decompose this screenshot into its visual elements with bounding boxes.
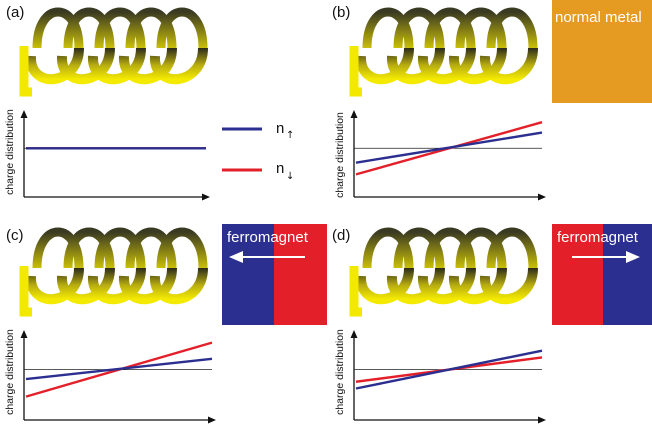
y-axis-arrowhead xyxy=(20,330,28,338)
coil-loop-back xyxy=(362,7,414,49)
y-axis-label: charge distribution xyxy=(4,109,16,195)
y-axis-label: charge distribution xyxy=(334,112,346,198)
coil-loop-back xyxy=(125,7,177,49)
coil-loop-back xyxy=(362,227,414,269)
coil-loop-back xyxy=(156,7,208,49)
material-label: ferromagnet xyxy=(227,229,309,246)
material-label: ferromagnet xyxy=(557,229,639,246)
y-axis-arrowhead xyxy=(20,110,28,118)
coil-loop-back xyxy=(424,7,476,49)
coil-loop-front xyxy=(480,267,538,304)
x-axis-arrowhead xyxy=(538,193,546,201)
coil-loop-front xyxy=(88,267,146,304)
spin-up-line xyxy=(355,349,543,390)
coil-loop-front xyxy=(356,267,414,304)
legend-subscript-spin-down: ↓ xyxy=(286,171,294,182)
coil-loop-back xyxy=(32,7,84,49)
material-label: normal metal xyxy=(555,9,642,26)
y-axis-label: charge distribution xyxy=(4,329,16,415)
coil-loop-back xyxy=(455,227,507,269)
coil-loop-back xyxy=(393,227,445,269)
arrow-left-icon xyxy=(229,251,305,263)
panel-label: (c) xyxy=(6,227,24,244)
coil-lead xyxy=(349,46,362,97)
panel-label: (d) xyxy=(332,227,350,244)
panel-d: (d) ferromagnet charge distribution xyxy=(332,224,652,424)
spin-up-line xyxy=(355,131,543,164)
legend-label-spin-up: n xyxy=(276,120,284,137)
coil-loop-front xyxy=(88,47,146,84)
ferromagnet-domain-red xyxy=(552,224,603,325)
coil-loop-front xyxy=(387,267,445,304)
coil-loop-back xyxy=(94,7,146,49)
coil-lead xyxy=(19,266,32,317)
coil-loop-back xyxy=(63,7,115,49)
charge-plot xyxy=(20,110,210,201)
coil-loop-back xyxy=(32,227,84,269)
coil-loop-front xyxy=(119,267,177,304)
coil-loop-back xyxy=(486,7,538,49)
coil-loop-front xyxy=(26,267,84,304)
legend-subscript-spin-up: ↑ xyxy=(286,130,294,141)
coil-loop-front xyxy=(418,47,476,84)
arrow-right-icon xyxy=(572,251,640,263)
coil-loop-front xyxy=(449,267,507,304)
coil-loop-front xyxy=(57,267,115,304)
coil-loop-back xyxy=(94,227,146,269)
ferromagnet-domain-blue xyxy=(603,224,652,325)
coil-loop-front xyxy=(26,47,84,84)
coil-lead xyxy=(349,266,362,317)
coil-icon xyxy=(19,7,208,97)
coil-loop-back xyxy=(424,227,476,269)
coil-loop-front xyxy=(356,47,414,84)
ferromagnet-domain-blue xyxy=(222,224,274,325)
x-axis-arrowhead xyxy=(538,416,546,424)
coil-loop-back xyxy=(156,227,208,269)
coil-loop-front xyxy=(387,47,445,84)
coil-loop-front xyxy=(119,47,177,84)
coil-loop-back xyxy=(486,227,538,269)
charge-plot xyxy=(20,330,216,424)
coil-loop-front xyxy=(449,47,507,84)
charge-plot xyxy=(350,110,546,201)
panel-c: (c) ferromagnet charge distribution xyxy=(4,224,327,424)
panel-b: (b) normal metal charge distribution xyxy=(332,0,652,201)
coil-loop-front xyxy=(150,267,208,304)
panel-label: (b) xyxy=(332,4,350,21)
y-axis-arrowhead xyxy=(350,330,358,338)
coil-loop-back xyxy=(63,227,115,269)
coil-lead xyxy=(19,46,32,97)
coil-loop-front xyxy=(57,47,115,84)
ferromagnet-domain-red xyxy=(274,224,327,325)
panel-a: (a) charge distribution xyxy=(4,4,210,201)
spin-up-line xyxy=(25,357,213,381)
coil-loop-front xyxy=(418,267,476,304)
y-axis-arrowhead xyxy=(350,110,358,118)
legend-label-spin-down: n xyxy=(276,160,284,177)
coil-loop-back xyxy=(125,227,177,269)
legend: n ↑ n ↓ xyxy=(222,120,294,182)
charge-plot xyxy=(350,330,546,424)
coil-loop-front xyxy=(480,47,538,84)
coil-loop-front xyxy=(150,47,208,84)
coil-loop-back xyxy=(455,7,507,49)
coil-icon xyxy=(19,227,208,317)
y-axis-label: charge distribution xyxy=(334,329,346,415)
x-axis-arrowhead xyxy=(208,416,216,424)
panel-label: (a) xyxy=(6,4,24,21)
x-axis-arrowhead xyxy=(202,193,210,201)
coil-icon xyxy=(349,227,538,317)
normal-metal-block xyxy=(552,0,652,103)
coil-loop-back xyxy=(393,7,445,49)
coil-icon xyxy=(349,7,538,97)
